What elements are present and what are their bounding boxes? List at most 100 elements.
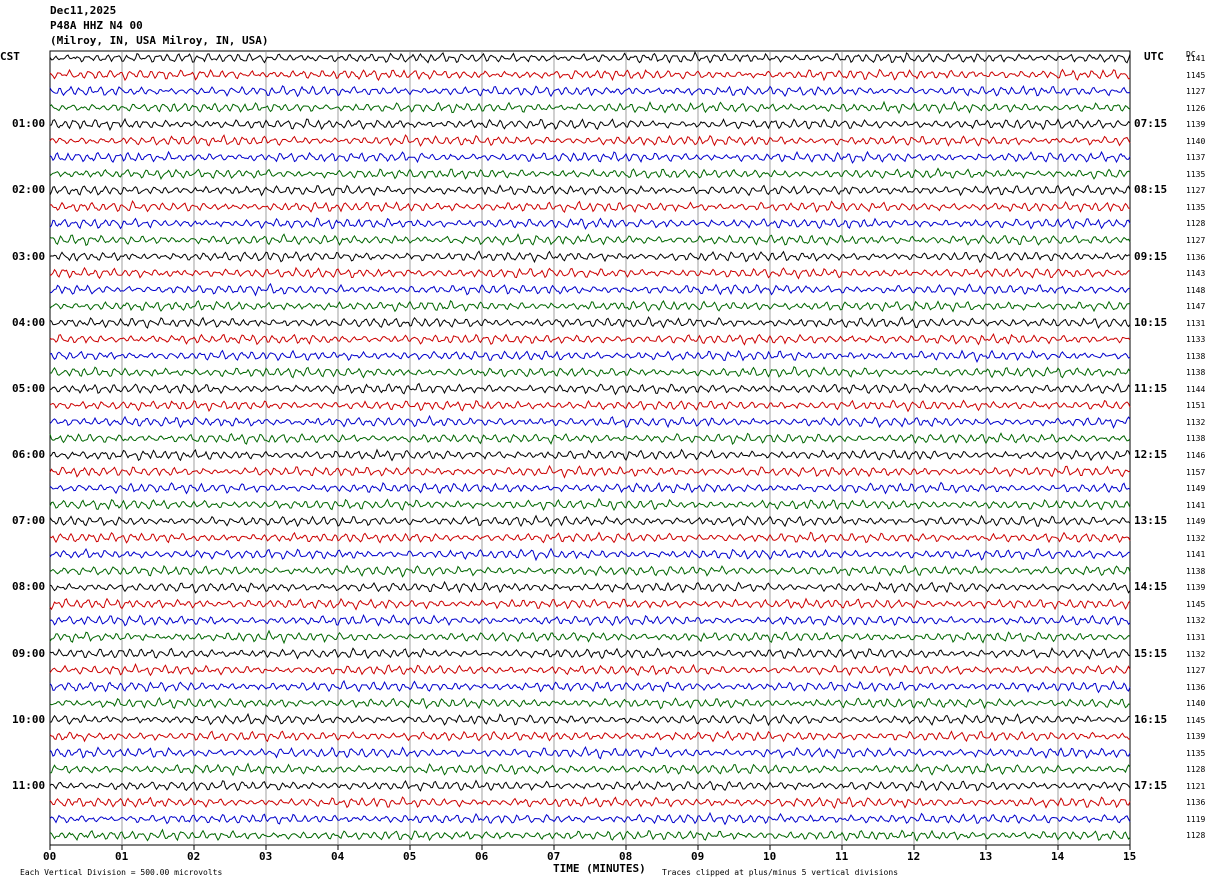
trace-line — [49, 712, 1131, 727]
dc-offset-label: 1151 — [1186, 401, 1206, 411]
dc-offset-label: 1139 — [1186, 732, 1206, 742]
x-tick-label: 07 — [547, 850, 561, 863]
dc-header: DC — [1186, 50, 1196, 59]
hour-label-right: 12:15 — [1134, 448, 1168, 461]
dc-offset-label: 1126 — [1186, 103, 1206, 113]
x-tick-label: 10 — [763, 850, 777, 863]
trace-line — [49, 100, 1131, 115]
hour-label-right: 13:15 — [1134, 514, 1168, 528]
hour-label-left: 11:00 — [12, 778, 46, 792]
trace-line — [49, 68, 1131, 82]
dc-offset-label: 1141 — [1186, 550, 1206, 560]
trace-line — [49, 796, 1131, 810]
trace-line — [49, 250, 1131, 264]
trace-line — [49, 629, 1131, 645]
x-tick-label: 01 — [115, 850, 129, 863]
dc-offset-label: 1145 — [1186, 715, 1206, 725]
trace-line — [49, 580, 1131, 594]
left-timezone: CST — [0, 50, 20, 63]
station-location: (Milroy, IN, USA Milroy, IN, USA) — [50, 34, 269, 47]
hour-label-left: 01:00 — [12, 117, 46, 131]
trace-line — [49, 497, 1131, 512]
dc-offset-label: 1141 — [1186, 54, 1206, 63]
dc-offset-label: 1135 — [1186, 748, 1206, 758]
dc-offset-label: 1138 — [1186, 368, 1206, 378]
dc-offset-label: 1145 — [1186, 70, 1206, 80]
trace-line — [49, 117, 1131, 132]
dc-offset-label: 1139 — [1186, 583, 1206, 593]
dc-offset-label: 1121 — [1186, 781, 1206, 791]
dc-offset-label: 1127 — [1186, 186, 1206, 196]
dc-offset-label: 1138 — [1186, 566, 1206, 576]
trace-line — [49, 514, 1131, 528]
x-tick-label: 12 — [907, 850, 921, 863]
trace-line — [49, 564, 1131, 578]
hour-label-left: 03:00 — [12, 249, 46, 263]
dc-offset-label: 1141 — [1186, 500, 1206, 510]
x-tick-label: 02 — [187, 850, 201, 863]
trace-line — [49, 51, 1131, 64]
hour-label-right: 09:15 — [1134, 249, 1168, 263]
dc-offset-label: 1136 — [1186, 798, 1206, 808]
trace-line — [49, 266, 1131, 280]
x-tick-label: 06 — [475, 850, 489, 863]
dc-offset-label: 1140 — [1186, 136, 1206, 146]
x-tick-label: 05 — [403, 850, 417, 863]
dc-offset-label: 1137 — [1186, 153, 1206, 163]
station-code: P48A HHZ N4 00 — [50, 19, 143, 32]
trace-line — [49, 85, 1131, 98]
trace-line — [49, 432, 1131, 445]
dc-offset-label: 1132 — [1186, 649, 1206, 659]
right-timezone: UTC — [1144, 50, 1164, 63]
dc-offset-label: 1136 — [1186, 252, 1206, 262]
scale-note: Each Vertical Division = 500.00 microvol… — [20, 868, 223, 877]
dc-offset-label: 1128 — [1186, 831, 1206, 841]
dc-offset-label: 1149 — [1186, 517, 1206, 527]
dc-offset-label: 1127 — [1186, 235, 1206, 245]
trace-line — [49, 217, 1131, 230]
dc-offset-label: 1128 — [1186, 219, 1206, 229]
trace-line — [49, 399, 1131, 413]
hour-label-right: 10:15 — [1134, 315, 1168, 329]
x-tick-label: 03 — [259, 850, 273, 863]
trace-line — [49, 697, 1131, 710]
dc-offset-label: 1136 — [1186, 682, 1206, 692]
trace-line — [49, 349, 1131, 363]
dc-offset-label: 1132 — [1186, 533, 1206, 543]
trace-line — [49, 762, 1131, 777]
clip-note: Traces clipped at plus/minus 5 vertical … — [662, 868, 899, 877]
hour-label-right: 07:15 — [1134, 117, 1168, 131]
dc-offset-label: 1127 — [1186, 666, 1206, 676]
trace-line — [49, 167, 1131, 180]
dc-offset-label: 1138 — [1186, 351, 1206, 361]
x-tick-label: 04 — [331, 850, 345, 863]
plot-date: Dec11,2025 — [50, 4, 117, 17]
dc-offset-label: 1133 — [1186, 335, 1206, 345]
hour-label-right: 16:15 — [1134, 712, 1168, 726]
hour-label-left: 04:00 — [12, 315, 46, 329]
trace-line — [50, 366, 1131, 379]
dc-offset-label: 1127 — [1186, 87, 1206, 97]
trace-line — [49, 745, 1131, 760]
trace-line — [49, 828, 1131, 842]
hour-label-left: 10:00 — [12, 712, 46, 726]
trace-line — [49, 382, 1131, 396]
dc-offset-label: 1135 — [1186, 202, 1206, 212]
hour-label-right: 14:15 — [1134, 580, 1168, 594]
dc-offset-label: 1140 — [1186, 699, 1206, 709]
x-tick-label: 15 — [1123, 850, 1137, 863]
x-tick-label: 13 — [979, 850, 993, 863]
trace-line — [49, 531, 1131, 544]
dc-offset-label: 1131 — [1186, 318, 1206, 328]
trace-line — [49, 184, 1131, 197]
x-axis-label: TIME (MINUTES) — [553, 862, 646, 875]
x-tick-label: 11 — [835, 850, 849, 863]
dc-offset-label: 1157 — [1186, 467, 1206, 477]
trace-line — [49, 448, 1131, 462]
trace-line — [49, 614, 1131, 627]
trace-line — [49, 332, 1131, 346]
trace-line — [49, 647, 1131, 660]
trace-line — [49, 811, 1131, 826]
hour-label-left: 05:00 — [12, 381, 46, 395]
